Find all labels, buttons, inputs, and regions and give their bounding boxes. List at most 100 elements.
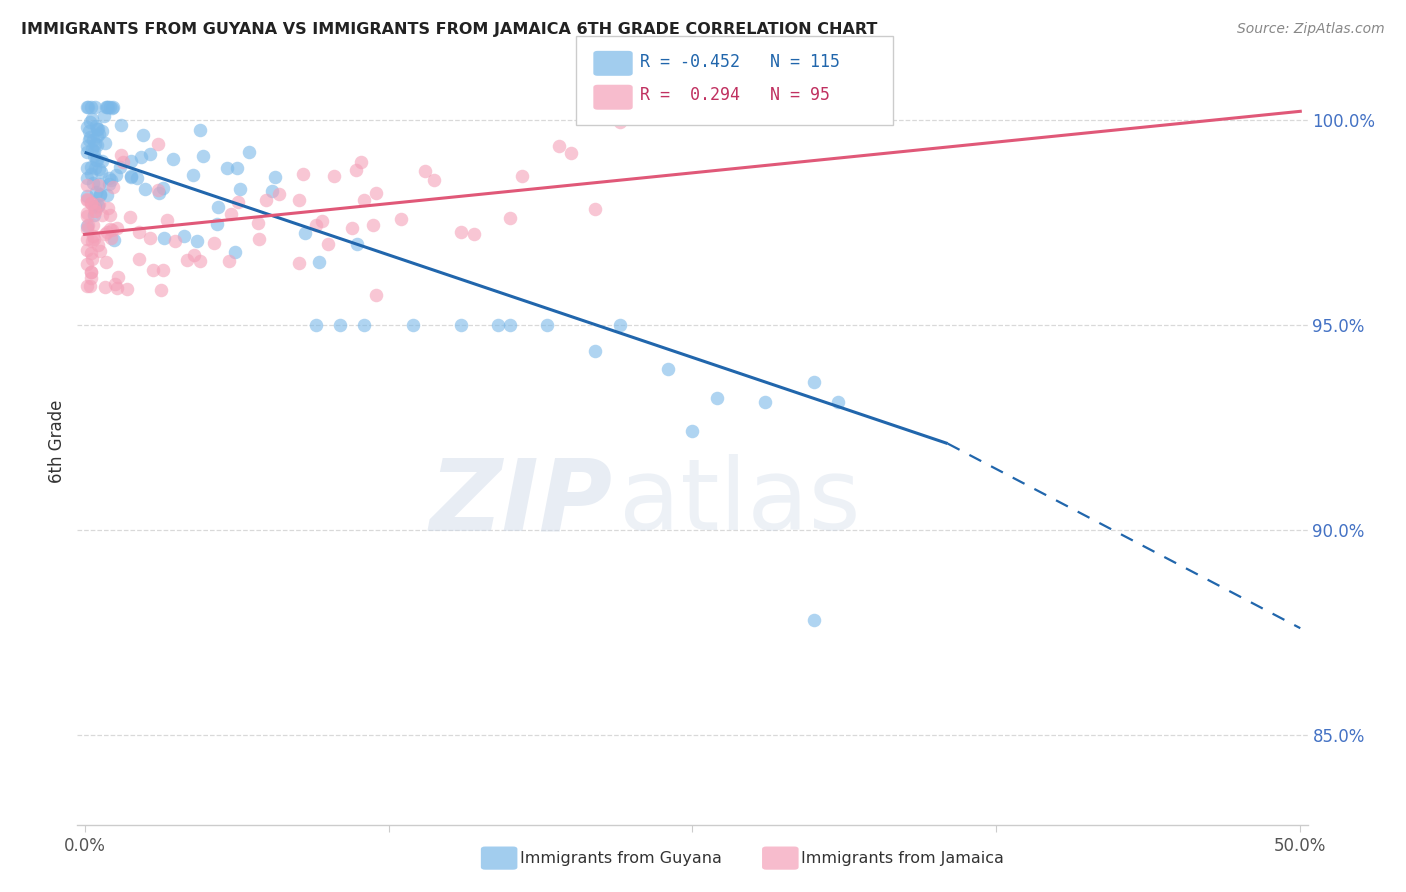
Point <box>308 255 330 269</box>
Point <box>80 112 103 127</box>
Point <box>128 225 150 239</box>
Point <box>80 264 103 278</box>
Point <box>219 207 242 221</box>
Point <box>361 219 384 233</box>
Point <box>98 100 121 114</box>
Point <box>229 182 252 196</box>
Point <box>156 212 179 227</box>
Point <box>120 169 142 183</box>
Point <box>87 122 110 136</box>
Point <box>120 154 142 169</box>
Point <box>94 227 117 241</box>
Point <box>96 187 118 202</box>
Point <box>84 136 107 151</box>
Point <box>105 281 128 295</box>
Point <box>148 186 170 200</box>
Point <box>96 100 118 114</box>
Point <box>148 136 170 151</box>
Point <box>510 169 533 183</box>
Point <box>205 217 228 231</box>
Point <box>87 237 110 252</box>
Point <box>98 221 121 235</box>
Point <box>80 245 103 260</box>
Y-axis label: 6th Grade: 6th Grade <box>48 400 66 483</box>
Point <box>181 168 204 182</box>
Point <box>87 196 110 211</box>
Point <box>125 170 148 185</box>
Point <box>340 221 363 235</box>
Point <box>225 161 247 175</box>
Point <box>76 170 98 185</box>
Point <box>79 130 101 145</box>
Point <box>191 149 214 163</box>
Point <box>353 318 375 332</box>
Point <box>83 149 105 163</box>
Point <box>96 255 118 269</box>
Point <box>215 161 238 176</box>
Point <box>76 192 98 206</box>
Point <box>263 169 285 184</box>
Point <box>107 269 129 284</box>
Point <box>87 162 110 177</box>
Point <box>98 208 121 222</box>
Point <box>183 247 205 261</box>
Point <box>292 168 315 182</box>
Point <box>83 144 105 158</box>
Point <box>226 195 249 210</box>
Point <box>287 256 309 270</box>
Point <box>224 245 246 260</box>
Point <box>350 154 373 169</box>
Text: Immigrants from Jamaica: Immigrants from Jamaica <box>801 851 1004 865</box>
Point <box>76 178 98 192</box>
Point <box>353 193 375 207</box>
Point <box>94 136 117 151</box>
Point <box>657 362 679 376</box>
Point <box>80 270 103 285</box>
Point <box>84 161 107 175</box>
Point <box>139 231 162 245</box>
Point <box>101 100 124 114</box>
Point <box>86 185 108 199</box>
Point <box>82 218 104 232</box>
Point <box>103 234 125 248</box>
Point <box>83 200 105 214</box>
Point <box>76 222 98 236</box>
Point <box>423 173 446 187</box>
Point <box>91 208 114 222</box>
Point <box>89 244 111 259</box>
Point <box>389 211 412 226</box>
Point <box>76 100 98 114</box>
Text: ZIP: ZIP <box>429 454 613 551</box>
Point <box>79 195 101 210</box>
Point <box>238 145 260 159</box>
Point <box>89 186 111 201</box>
Point <box>91 124 114 138</box>
Point <box>754 395 776 409</box>
Point <box>79 278 101 293</box>
Point <box>110 118 132 132</box>
Point <box>76 278 98 293</box>
Point <box>90 165 112 179</box>
Point <box>499 318 522 332</box>
Point <box>311 214 333 228</box>
Point <box>77 100 100 114</box>
Point <box>82 252 104 267</box>
Point <box>827 395 849 409</box>
Point <box>79 115 101 129</box>
Point <box>76 219 98 233</box>
Point <box>146 183 169 197</box>
Point <box>316 237 339 252</box>
Point <box>134 182 156 196</box>
Point <box>82 176 104 190</box>
Point <box>120 169 142 184</box>
Point <box>80 234 103 248</box>
Point <box>76 161 98 176</box>
Point <box>450 226 472 240</box>
Point <box>86 119 108 133</box>
Point <box>186 235 208 249</box>
Point <box>346 236 368 251</box>
Point <box>80 100 103 114</box>
Point <box>413 163 436 178</box>
Point <box>536 318 558 332</box>
Point <box>101 223 124 237</box>
